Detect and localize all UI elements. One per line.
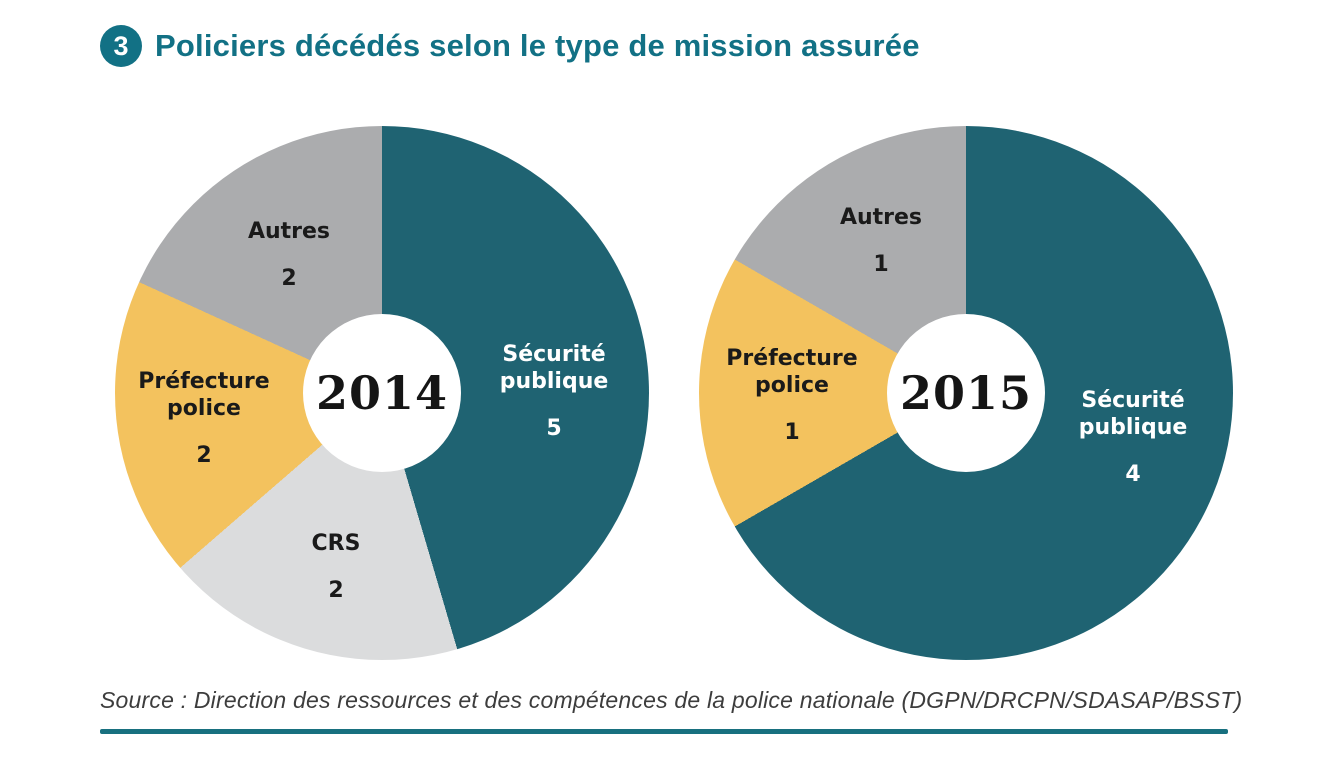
- figure-header: 3 Policiers décédés selon le type de mis…: [100, 25, 920, 67]
- slice-label-2014-crs: CRS 2: [276, 530, 396, 604]
- slice-value: 1: [873, 252, 889, 277]
- pie-2015-year-label: 2015: [899, 366, 1033, 420]
- slice-value: 5: [546, 416, 562, 441]
- slice-value: 1: [784, 420, 800, 445]
- slice-name: Sécurité publique: [499, 342, 609, 394]
- slice-label-2014-securite-publique: Sécurité publique 5: [469, 341, 639, 442]
- section-number-badge: 3: [100, 25, 142, 67]
- slice-value: 4: [1125, 462, 1141, 487]
- slice-name: Autres: [247, 219, 331, 244]
- source-caption: Source : Direction des ressources et des…: [100, 687, 1243, 713]
- slice-name: Préfecture police: [138, 369, 270, 421]
- slice-value: 2: [281, 266, 297, 291]
- slice-label-2014-prefecture-police: Préfecture police 2: [114, 368, 294, 469]
- slice-label-2015-autres: Autres 1: [806, 204, 956, 278]
- pie-chart-2014: Autres 2 Sécurité publique 5 Préfecture …: [115, 126, 649, 660]
- slice-value: 2: [328, 578, 344, 603]
- slice-label-2015-securite-publique: Sécurité publique 4: [1048, 387, 1218, 488]
- slice-value: 2: [196, 443, 212, 468]
- pie-2015-center-hole: 2015: [887, 314, 1045, 472]
- slice-label-2014-autres: Autres 2: [214, 218, 364, 292]
- pie-2014-year-label: 2014: [315, 366, 449, 420]
- section-number: 3: [113, 30, 129, 61]
- slice-name: Sécurité publique: [1078, 388, 1188, 440]
- bottom-divider-rule: [100, 729, 1228, 734]
- pie-2014-center-hole: 2014: [303, 314, 461, 472]
- slice-name: CRS: [311, 531, 361, 556]
- slice-label-2015-prefecture-police: Préfecture police 1: [702, 345, 882, 446]
- slice-name: Autres: [839, 205, 923, 230]
- figure-title: Policiers décédés selon le type de missi…: [155, 28, 920, 63]
- pie-chart-2015: Autres 1 Préfecture police 1 Sécurité pu…: [699, 126, 1233, 660]
- slice-name: Préfecture police: [726, 346, 858, 398]
